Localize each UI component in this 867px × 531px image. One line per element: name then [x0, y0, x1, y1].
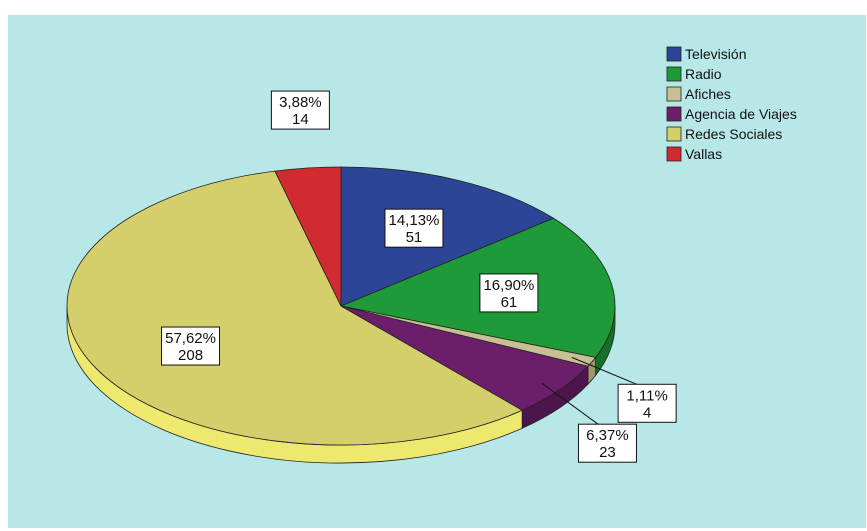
leader-line-agencia-de-viajes: [541, 382, 600, 426]
percent-label: 14,13%: [389, 212, 440, 229]
legend: Televisión Radio Afiches Agencia de Viajes R…: [666, 46, 797, 162]
pie-slice-vallas: [274, 166, 342, 307]
data-labels: 14,13%5116,90%611,11%46,37%2357,62%2083,…: [161, 90, 677, 463]
data-label-vallas: 3,88%14: [270, 90, 330, 130]
percent-label: 6,37%: [586, 427, 629, 444]
legend-swatch: [666, 86, 682, 102]
pie-slice-television: [340, 166, 555, 307]
percent-label: 16,90%: [483, 277, 534, 294]
legend-label: Vallas: [685, 146, 722, 162]
pie-slice-redes-sociales: [66, 170, 524, 446]
data-label-box: [479, 273, 539, 313]
data-label-box: [161, 326, 221, 366]
leader-line-afiches: [571, 356, 640, 386]
count-label: 208: [178, 347, 203, 364]
count-label: 51: [406, 229, 423, 246]
count-label: 23: [599, 444, 616, 461]
data-label-box: [577, 423, 637, 463]
legend-item-vallas: Vallas: [666, 146, 722, 162]
percent-label: 3,88%: [279, 94, 322, 111]
legend-swatch: [666, 126, 682, 142]
data-label-radio: 16,90%61: [479, 273, 539, 313]
legend-item-afiches: Afiches: [666, 86, 731, 102]
percent-label: 1,11%: [626, 387, 667, 404]
pie-slice-radio: [339, 217, 616, 358]
data-label-box: [617, 383, 677, 423]
data-label-box: [270, 90, 330, 130]
data-label-afiches: 1,11%4: [617, 383, 677, 423]
count-label: 61: [501, 294, 518, 311]
legend-label: Televisión: [685, 46, 746, 62]
leader-lines: [541, 356, 640, 426]
count-label: 4: [643, 404, 651, 421]
legend-swatch: [666, 66, 682, 82]
data-label-redes-sociales: 57,62%208: [161, 326, 221, 366]
legend-swatch: [666, 46, 682, 62]
data-label-agencia-de-viajes: 6,37%23: [577, 423, 637, 463]
legend-label: Radio: [685, 66, 722, 82]
legend-label: Afiches: [685, 86, 731, 102]
legend-item-television: Televisión: [666, 46, 746, 62]
legend-item-redes-sociales: Redes Sociales: [666, 126, 782, 142]
percent-label: 57,62%: [165, 330, 216, 347]
legend-swatch: [666, 146, 682, 162]
legend-label: Agencia de Viajes: [685, 106, 797, 122]
pie-slices: [66, 166, 616, 446]
legend-swatch: [666, 106, 682, 122]
legend-item-agencia-de-viajes: Agencia de Viajes: [666, 106, 797, 122]
data-label-television: 14,13%51: [384, 208, 444, 248]
data-label-box: [384, 208, 444, 248]
legend-item-radio: Radio: [666, 66, 722, 82]
pie-sides: [66, 305, 616, 464]
count-label: 14: [292, 111, 309, 128]
legend-label: Redes Sociales: [685, 126, 782, 142]
